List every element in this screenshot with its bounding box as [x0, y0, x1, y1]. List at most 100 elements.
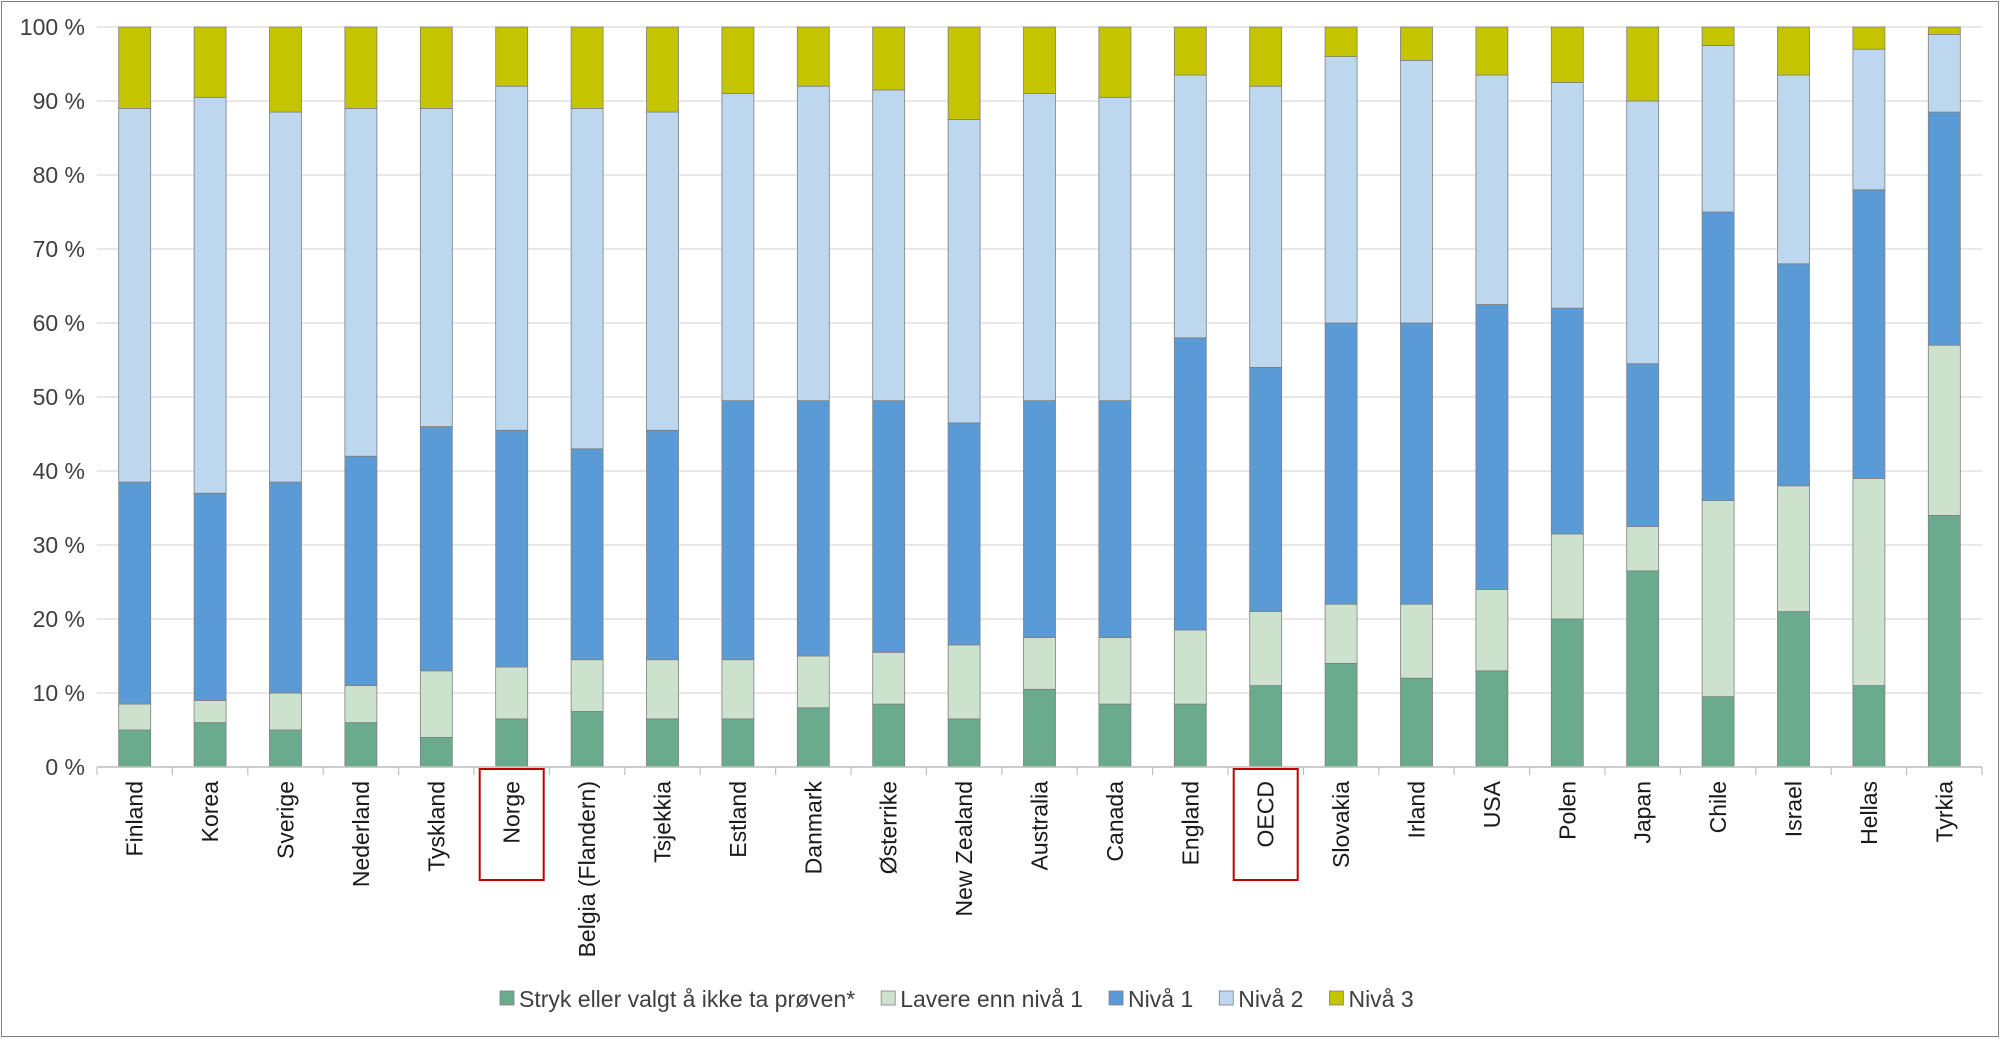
bar-stack	[1550, 26, 1584, 768]
bar-stack	[1777, 26, 1810, 768]
legend-item: Nivå 3	[1329, 986, 1414, 1012]
legend-label: Nivå 2	[1238, 986, 1303, 1012]
bar-segment	[872, 26, 906, 91]
bar-segment	[344, 685, 378, 723]
bar-segment	[1249, 26, 1283, 87]
bar-segment	[1852, 685, 1886, 768]
bar-segment	[344, 455, 378, 687]
bar-segment	[419, 426, 453, 672]
bar-stack	[646, 26, 679, 768]
bar-stack	[1173, 26, 1207, 768]
y-axis-ticks: 0 % 10 % 20 % 30 % 40 % 50 % 60 % 70 % 80 % 90 % 1…	[20, 14, 85, 780]
y-tick-label: 90 %	[33, 88, 85, 114]
bar-segment	[721, 659, 755, 720]
bar-segment	[721, 93, 755, 402]
legend-swatch	[1108, 990, 1124, 1006]
category-label: Østerrike	[876, 781, 902, 874]
bar-stack	[1249, 26, 1283, 768]
bar-stack	[947, 26, 981, 768]
bar-stack	[344, 26, 378, 768]
bar-stack	[1927, 26, 1961, 768]
bar-segment	[1173, 26, 1207, 76]
bar-segment	[1701, 696, 1735, 768]
y-tick-label: 60 %	[33, 310, 85, 336]
bar-segment	[269, 26, 302, 113]
bar-segment	[1173, 337, 1207, 631]
category-label: Tsjekkia	[650, 781, 676, 863]
bar-segment	[1777, 611, 1810, 768]
y-tick-label: 80 %	[33, 162, 85, 188]
bar-segment	[1927, 26, 1961, 35]
bar-segment	[1400, 603, 1433, 679]
bar-stack	[419, 26, 453, 768]
bar-stack	[1098, 26, 1132, 768]
bar-segment	[1324, 603, 1358, 664]
bar-segment	[1550, 618, 1584, 768]
highlight-box	[1232, 768, 1299, 881]
legend-label: Nivå 1	[1128, 986, 1193, 1012]
bar-segment	[419, 737, 453, 768]
y-tick-label: 30 %	[33, 532, 85, 558]
legend-swatch	[880, 990, 896, 1006]
bar-segment	[1400, 26, 1433, 61]
bar-segment	[646, 718, 679, 768]
bar-segment	[721, 718, 755, 768]
bar-segment	[1475, 74, 1509, 305]
bar-segment	[1626, 570, 1660, 768]
bar-stack	[872, 26, 906, 768]
bar-segment	[721, 400, 755, 661]
bar-stack	[721, 26, 755, 768]
bar-segment	[193, 96, 227, 494]
bar-segment	[1550, 533, 1584, 620]
legend-item: Nivå 2	[1218, 986, 1303, 1012]
bar-segment	[495, 718, 529, 768]
bar-segment	[419, 108, 453, 428]
legend-item: Lavere enn nivå 1	[880, 986, 1083, 1012]
bar-segment	[1475, 26, 1509, 76]
category-label: Tyrkia	[1931, 781, 1957, 843]
bar-segment	[947, 119, 981, 424]
bar-segment	[269, 481, 302, 694]
bar-segment	[1173, 74, 1207, 339]
bar-segment	[570, 659, 604, 712]
category-label: Australia	[1027, 781, 1053, 871]
bar-segment	[570, 26, 604, 109]
bar-segment	[269, 729, 302, 768]
bar-stack	[193, 26, 227, 768]
bar-segment	[1852, 26, 1886, 50]
bar-segment	[1098, 703, 1132, 768]
bar-stack	[796, 26, 830, 768]
highlight-box	[478, 768, 545, 881]
category-label: USA	[1479, 780, 1505, 828]
highlight-boxes	[478, 768, 1299, 881]
category-label: New Zealand	[951, 781, 977, 917]
bar-segment	[1927, 111, 1961, 346]
category-label: Irland	[1404, 781, 1430, 839]
category-label: Norge	[499, 781, 525, 844]
bar-segment	[1626, 26, 1660, 102]
bar-segment	[1324, 56, 1358, 324]
bar-segment	[118, 729, 152, 768]
bar-segment	[193, 700, 227, 724]
bar-segment	[796, 85, 830, 402]
bar-segment	[1249, 611, 1283, 686]
bar-segment	[1701, 45, 1735, 213]
bar-segment	[721, 26, 755, 94]
bar-segment	[947, 718, 981, 768]
bar-segment	[1249, 85, 1283, 368]
bar-segment	[1324, 663, 1358, 768]
bar-segment	[118, 108, 152, 483]
bar-segment	[1324, 26, 1358, 58]
bar-segment	[495, 85, 529, 431]
bars	[118, 26, 1961, 768]
bar-segment	[1777, 26, 1810, 76]
bar-segment	[1701, 500, 1735, 698]
category-label: Israel	[1781, 781, 1807, 837]
y-tick-label: 50 %	[33, 384, 85, 410]
legend-label: Nivå 3	[1348, 986, 1413, 1012]
bar-segment	[947, 644, 981, 720]
bar-segment	[1249, 366, 1283, 612]
bar-segment	[796, 655, 830, 709]
bar-segment	[1023, 400, 1056, 638]
